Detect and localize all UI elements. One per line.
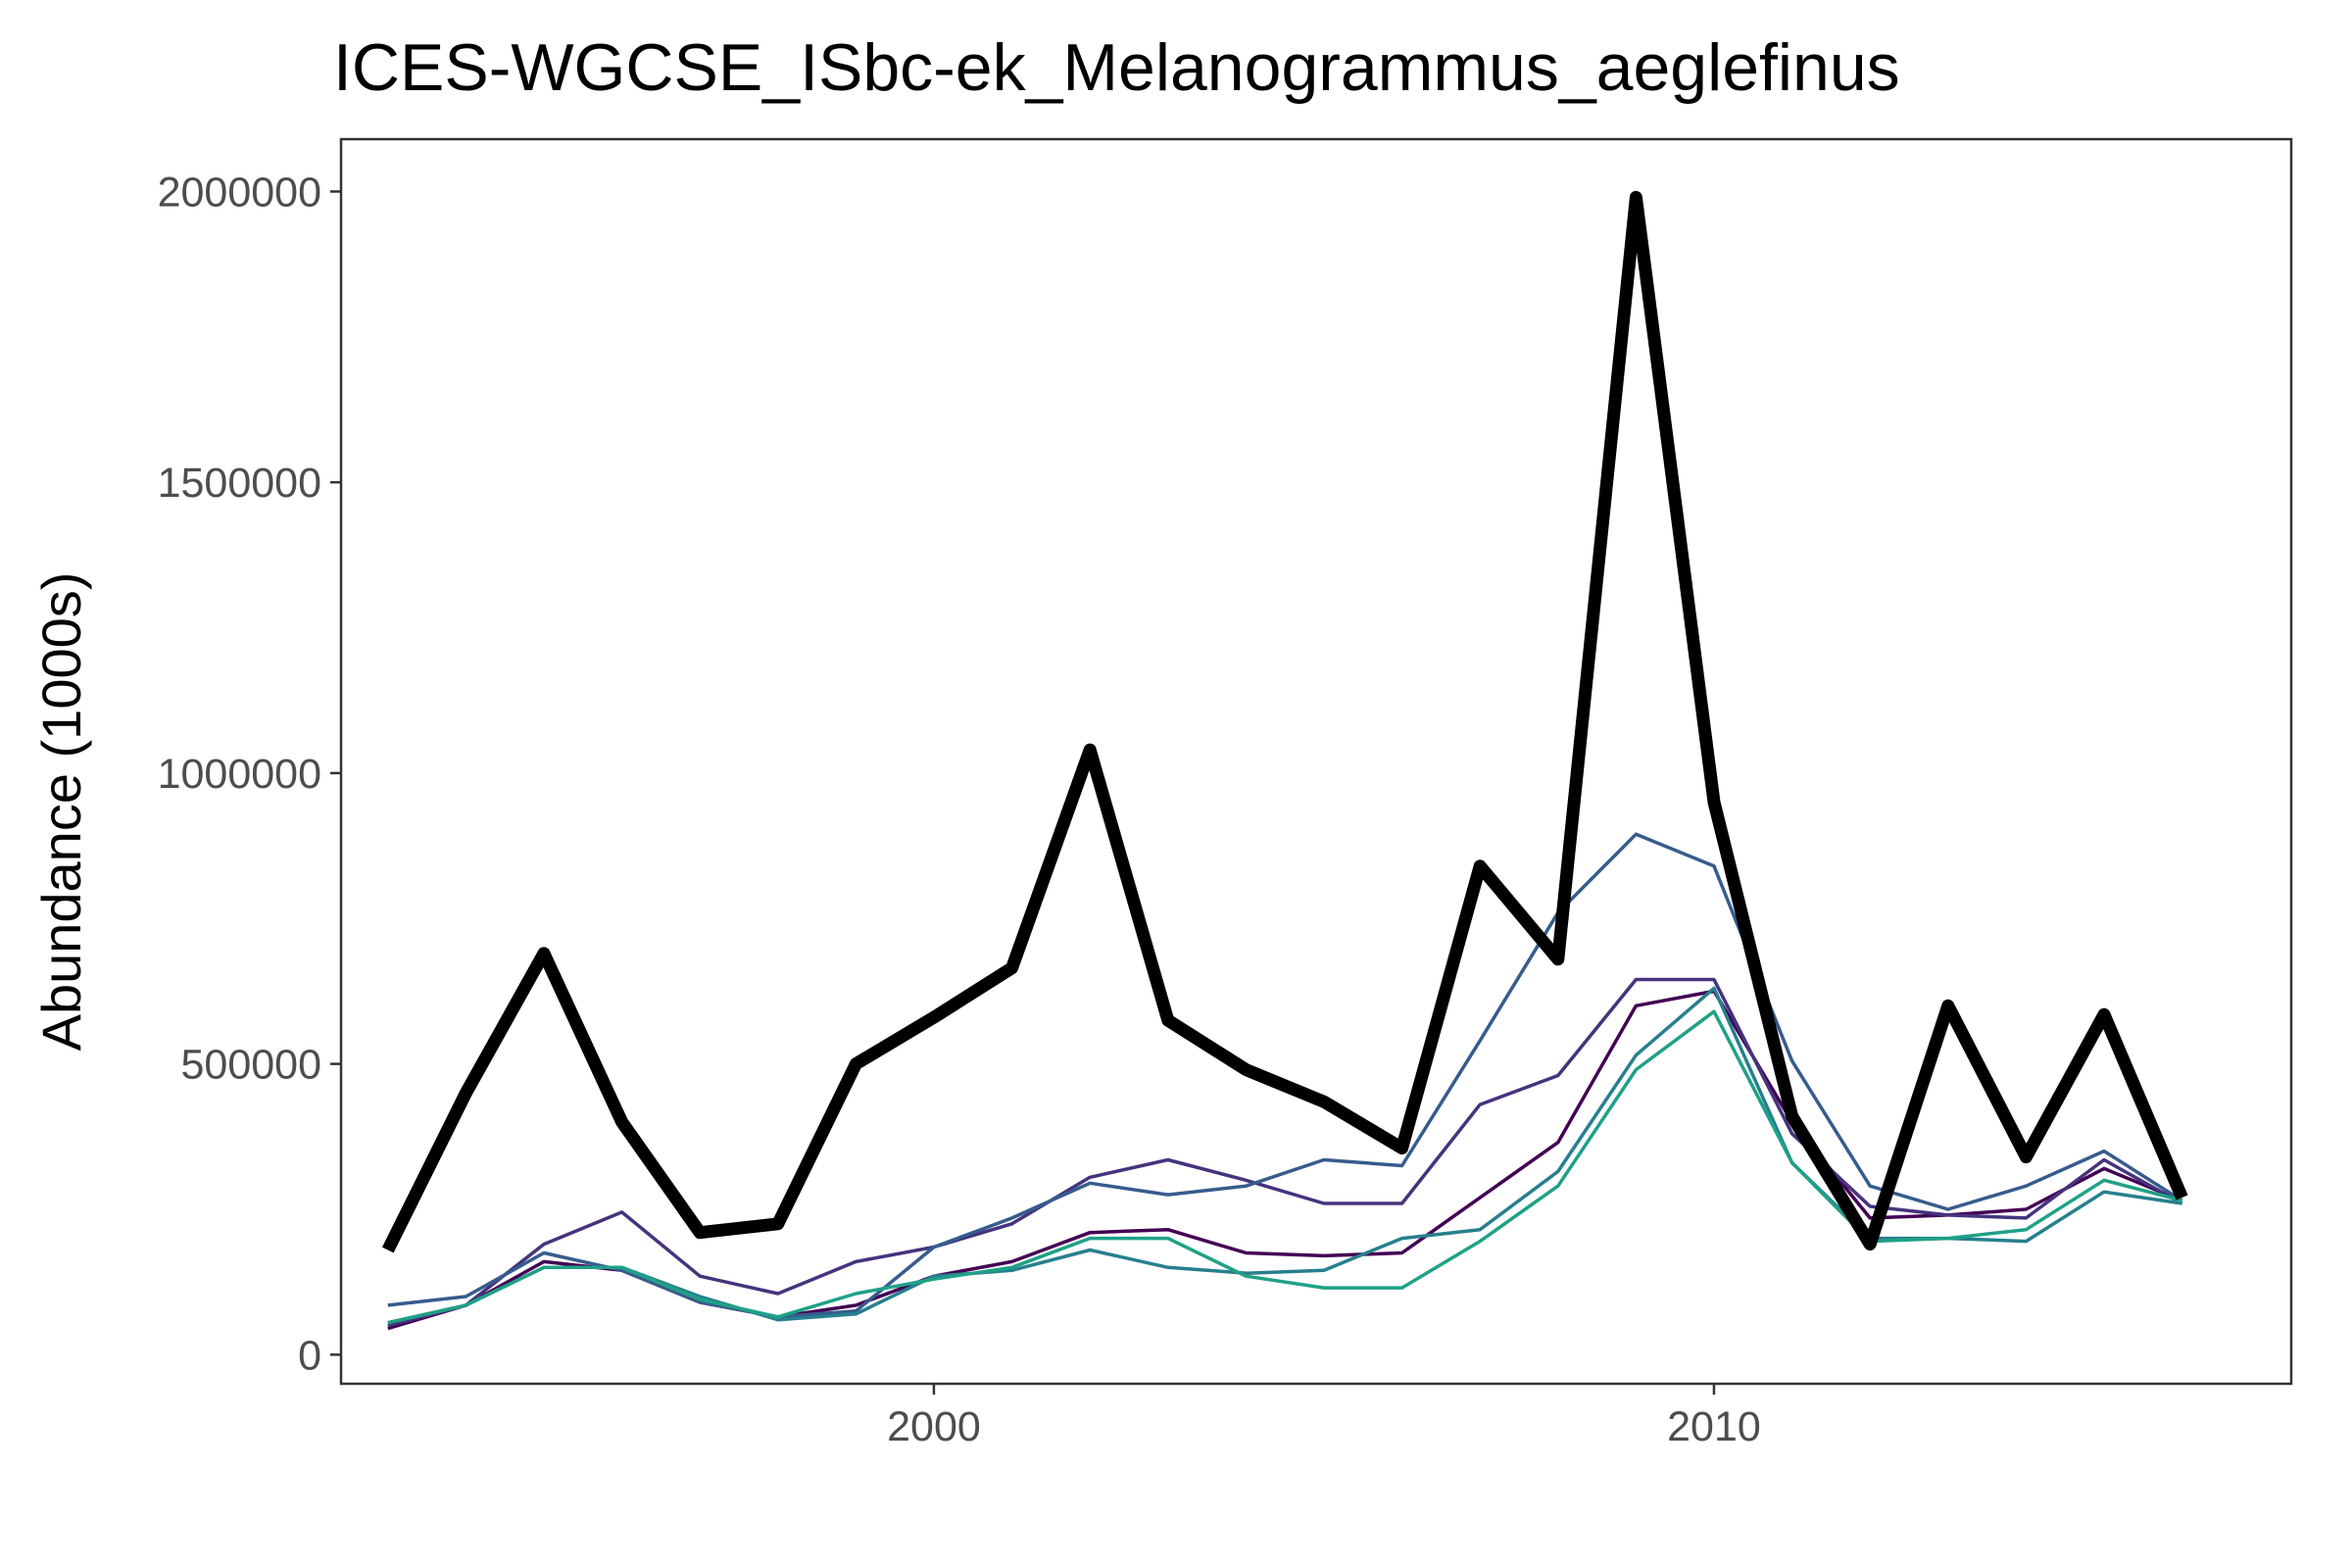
series-line-5 [387, 1009, 2183, 1325]
series-layer [381, 190, 2188, 1331]
y-tick-label: 0 [298, 1332, 321, 1379]
y-tick-label: 1500000 [158, 460, 321, 507]
chart-title: ICES-WGCSE_ISbc-ek_Melanogrammus_aeglefi… [333, 30, 1900, 105]
x-tick-label: 2010 [1667, 1403, 1761, 1450]
y-tick-label: 2000000 [158, 169, 321, 216]
series-line-total [381, 190, 2188, 1253]
axes: 0 500000 1000000 1500000 2000000 2000 2010 [158, 169, 1761, 1450]
series-line-1 [387, 989, 2183, 1331]
series-line-4 [387, 986, 2182, 1325]
plot-panel [339, 137, 2293, 1386]
series-line-2 [387, 977, 2183, 1328]
y-axis-label: Abundance (1000s) [30, 572, 92, 1052]
y-tick-label: 500000 [181, 1042, 322, 1089]
y-tick-label: 1000000 [158, 751, 321, 798]
x-tick-label: 2000 [887, 1403, 981, 1450]
series-line-3 [387, 832, 2183, 1319]
